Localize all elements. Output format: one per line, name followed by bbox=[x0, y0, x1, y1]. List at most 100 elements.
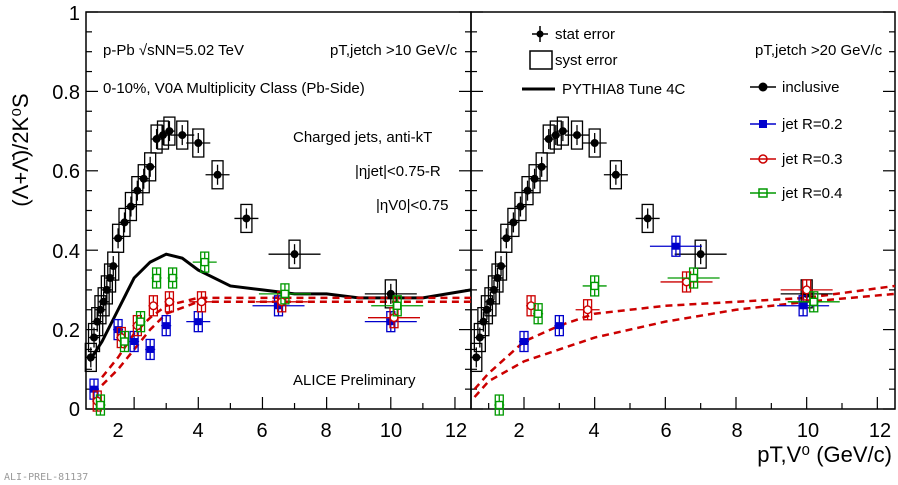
collision-label: p-Pb √sNN=5.02 TeV bbox=[103, 42, 244, 59]
syst-box bbox=[131, 175, 144, 206]
inclusive-point bbox=[86, 353, 95, 362]
syst-box bbox=[528, 164, 541, 194]
syst-box bbox=[507, 207, 520, 238]
legend-r02: jet R=0.2 bbox=[781, 116, 842, 133]
inclusive-point bbox=[242, 214, 251, 223]
syst-box bbox=[500, 223, 513, 253]
syst-box bbox=[549, 120, 562, 150]
syst-box bbox=[484, 287, 497, 317]
inclusive-point bbox=[573, 131, 581, 140]
x-tick-label: 12 bbox=[869, 420, 891, 442]
jet-r04-point bbox=[393, 301, 402, 310]
jet-r04-point bbox=[590, 281, 599, 291]
syst-box bbox=[480, 295, 494, 325]
inclusive-point bbox=[486, 297, 495, 306]
jet-r02-point bbox=[194, 318, 202, 326]
inclusive-point bbox=[194, 139, 203, 148]
x-axis-title: pT,V⁰ (GeV/c) bbox=[757, 442, 892, 467]
eta-jet-label: |ηjet|<0.75-R bbox=[355, 163, 441, 180]
jet-r02-point bbox=[146, 345, 154, 353]
syst-box bbox=[487, 275, 501, 305]
syst-box bbox=[535, 152, 548, 182]
theory-band-curve bbox=[101, 296, 471, 379]
theory-band-curve bbox=[101, 300, 471, 387]
jet-r02-point bbox=[275, 302, 282, 310]
syst-box bbox=[118, 207, 131, 238]
inclusive-point bbox=[165, 127, 174, 136]
jet-r03-point bbox=[526, 301, 536, 311]
legend-r03: jet R=0.3 bbox=[781, 151, 842, 168]
jet-r02-point bbox=[162, 322, 170, 330]
syst-box bbox=[84, 342, 97, 373]
syst-box bbox=[491, 263, 504, 293]
inclusive-point bbox=[551, 131, 560, 140]
jet-r02-point bbox=[114, 326, 122, 334]
multiplicity-label: 0-10%, V0A Multiplicity Class (Pb-Side) bbox=[103, 80, 365, 97]
inclusive-point bbox=[146, 162, 155, 171]
jet-r03-point bbox=[164, 297, 174, 307]
syst-box bbox=[556, 116, 570, 146]
inclusive-point bbox=[544, 135, 553, 144]
jet-r04-point bbox=[168, 273, 177, 283]
pt-cut-right: pT,jetch >20 GeV/c bbox=[755, 42, 883, 59]
jet-r04-point bbox=[533, 309, 543, 318]
legend-r04: jet R=0.4 bbox=[781, 185, 842, 202]
right-panel-frame bbox=[470, 11, 896, 410]
y-tick-label: 1 bbox=[69, 3, 80, 25]
jet-r02-point bbox=[672, 242, 680, 250]
inclusive-point bbox=[537, 162, 546, 171]
pt-cut-left: pT,jetch >10 GeV/c bbox=[330, 42, 458, 59]
x-tick-label: 6 bbox=[660, 420, 671, 442]
jet-r03-point bbox=[196, 297, 206, 307]
x-tick-label: 4 bbox=[588, 420, 599, 442]
syst-box bbox=[542, 124, 555, 154]
jet-r04-point bbox=[809, 297, 818, 307]
inclusive-point bbox=[502, 234, 511, 243]
jet-r04-point bbox=[200, 257, 209, 267]
syst-box bbox=[514, 191, 527, 222]
theory-band-curve bbox=[473, 284, 896, 390]
inclusive-point bbox=[530, 174, 539, 183]
y-tick-label: 0.8 bbox=[52, 82, 80, 104]
inclusive-point bbox=[178, 131, 187, 140]
jet-r04-point bbox=[120, 337, 129, 346]
syst-box bbox=[137, 164, 150, 194]
y-tick-label: 0.2 bbox=[52, 320, 80, 342]
inclusive-point bbox=[516, 202, 525, 211]
jets-label: Charged jets, anti-kT bbox=[293, 129, 432, 146]
theory-band-curve bbox=[473, 292, 896, 398]
inclusive-point bbox=[159, 131, 167, 140]
inclusive-point bbox=[643, 214, 652, 223]
x-tick-label: 2 bbox=[112, 420, 123, 442]
inclusive-point bbox=[590, 139, 599, 148]
inclusive-point bbox=[213, 170, 222, 179]
jet-r03-point bbox=[802, 285, 812, 295]
inclusive-point bbox=[152, 135, 161, 144]
legend-inclusive: inclusive bbox=[782, 79, 840, 96]
syst-box bbox=[473, 322, 486, 353]
jet-r04-point bbox=[495, 400, 504, 410]
eta-v0-label: |ηV0|<0.75 bbox=[376, 197, 448, 214]
x-tick-label: 4 bbox=[192, 420, 203, 442]
y-tick-label: 0.6 bbox=[52, 161, 80, 183]
syst-box bbox=[470, 342, 483, 373]
syst-box bbox=[521, 175, 534, 206]
x-tick-label: 12 bbox=[445, 420, 467, 442]
jet-r04-point bbox=[689, 273, 698, 283]
x-tick-label: 8 bbox=[320, 420, 331, 442]
y-tick-label: 0 bbox=[69, 399, 80, 421]
x-tick-label: 2 bbox=[513, 420, 524, 442]
jet-r02-point bbox=[387, 318, 395, 326]
legend-syst-marker bbox=[529, 50, 553, 70]
jet-r03-point bbox=[583, 305, 593, 315]
syst-box bbox=[124, 191, 138, 222]
syst-box bbox=[94, 295, 107, 325]
inclusive-point bbox=[523, 186, 532, 195]
inclusive-point bbox=[696, 250, 705, 259]
y-axis-title: (Λ+Λ̄)/2K⁰S bbox=[8, 93, 33, 206]
jet-r03-point bbox=[148, 301, 158, 311]
inclusive-point bbox=[290, 250, 299, 259]
jet-r02-point bbox=[130, 338, 138, 346]
x-tick-label: 6 bbox=[256, 420, 267, 442]
